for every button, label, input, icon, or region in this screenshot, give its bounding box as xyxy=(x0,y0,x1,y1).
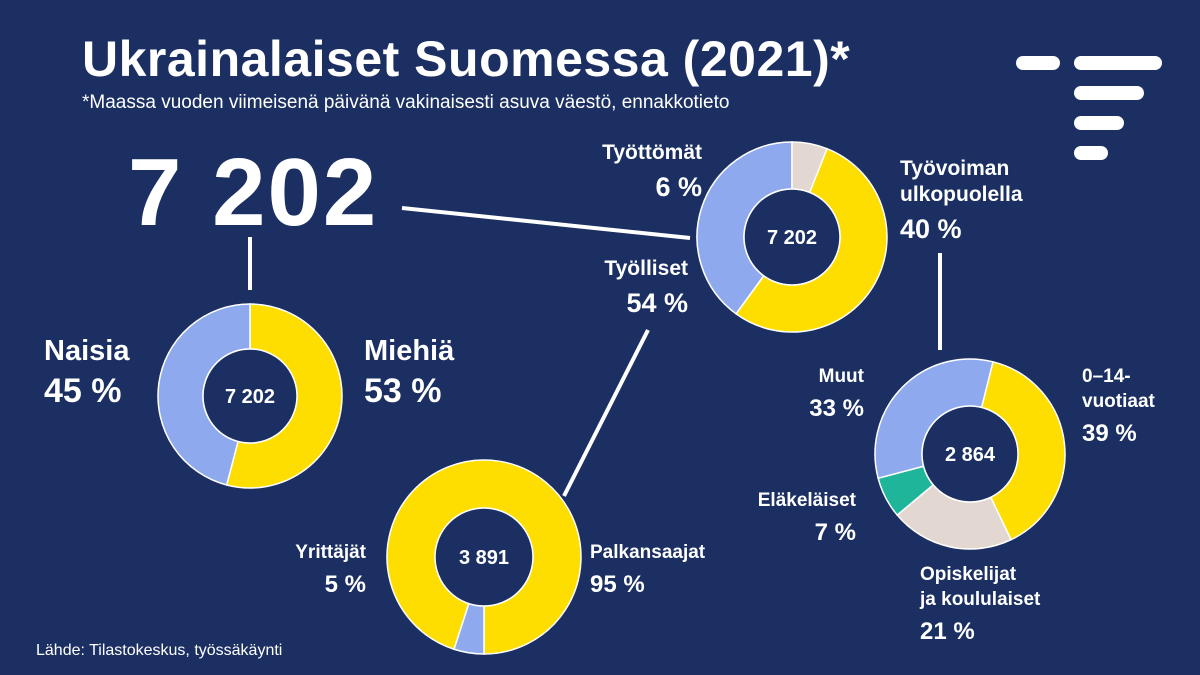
label-elakelaiset-pct: 7 % xyxy=(814,519,856,546)
label-tyovoiman-ulkopuolella-pct: 40 % xyxy=(900,214,962,244)
donut-gender: 7 202 xyxy=(157,303,343,489)
donut-employed: 3 891 xyxy=(386,459,582,655)
label-palkansaajat: Palkansaajat 95 % xyxy=(590,540,705,599)
page-title: Ukrainalaiset Suomessa (2021)* xyxy=(82,31,851,87)
label-elakelaiset: Eläkeläiset 7 % xyxy=(700,488,856,547)
label-miehia-name: Miehiä xyxy=(364,335,455,367)
label-0-14-vuotiaat-name1: 0–14- xyxy=(1082,366,1131,387)
label-tyottomat: Työttömät 6 % xyxy=(540,140,702,203)
label-tyottomat-name: Työttömät xyxy=(602,141,702,164)
label-0-14-vuotiaat: 0–14- vuotiaat 39 % xyxy=(1082,364,1155,448)
label-0-14-vuotiaat-pct: 39 % xyxy=(1082,420,1137,447)
label-palkansaajat-pct: 95 % xyxy=(590,571,645,598)
donut-hole-outside-labour-force xyxy=(921,405,1019,503)
center-label-employment: 7 202 xyxy=(767,227,817,249)
label-tyovoiman-ulkopuolella-name1: Työvoiman xyxy=(900,157,1010,180)
label-opiskelijat-name1: Opiskelijat xyxy=(920,564,1017,585)
donut-hole-gender xyxy=(202,348,298,444)
label-yrittajat-name: Yrittäjät xyxy=(295,542,366,563)
label-miehia-pct: 53 % xyxy=(364,372,442,410)
label-opiskelijat-name2: ja koululaiset xyxy=(920,589,1041,610)
donut-hole-employment xyxy=(743,188,841,286)
label-elakelaiset-name: Eläkeläiset xyxy=(757,490,856,511)
label-yrittajat-pct: 5 % xyxy=(324,571,366,598)
label-miehia: Miehiä 53 % xyxy=(364,335,454,411)
donut-charts: 7 202 7 202 3 891 2 864 xyxy=(157,141,1066,655)
label-naisia-name: Naisia xyxy=(44,335,130,367)
label-tyovoiman-ulkopuolella: Työvoiman ulkopuolella 40 % xyxy=(900,156,1023,245)
label-tyolliset-name: Työlliset xyxy=(604,257,688,280)
label-tyottomat-pct: 6 % xyxy=(655,172,702,202)
label-opiskelijat: Opiskelijat ja koululaiset 21 % xyxy=(920,562,1040,646)
center-label-employed: 3 891 xyxy=(459,547,509,569)
label-tyovoiman-ulkopuolella-name2: ulkopuolella xyxy=(900,183,1023,206)
donut-outside-labour-force: 2 864 xyxy=(874,358,1066,550)
center-label-gender: 7 202 xyxy=(225,386,275,408)
donut-employment: 7 202 xyxy=(696,141,888,333)
center-label-outside-labour-force: 2 864 xyxy=(945,444,996,466)
label-yrittajat: Yrittäjät 5 % xyxy=(256,540,366,599)
label-0-14-vuotiaat-name2: vuotiaat xyxy=(1082,391,1155,412)
label-muut: Muut 33 % xyxy=(760,364,864,423)
connector-lines xyxy=(248,206,942,497)
label-tyolliset: Työlliset 54 % xyxy=(520,256,688,319)
total-population: 7 202 xyxy=(128,139,379,246)
donut-hole-employed xyxy=(434,507,534,607)
label-naisia: Naisia 45 % xyxy=(44,335,129,411)
source-note: Lähde: Tilastokeskus, työssäkäynti xyxy=(36,642,283,659)
label-naisia-pct: 45 % xyxy=(44,372,122,410)
label-muut-pct: 33 % xyxy=(809,395,864,422)
label-tyolliset-pct: 54 % xyxy=(626,288,688,318)
label-palkansaajat-name: Palkansaajat xyxy=(590,542,706,563)
label-opiskelijat-pct: 21 % xyxy=(920,618,975,645)
page-subtitle: *Maassa vuoden viimeisenä päivänä vakina… xyxy=(82,92,730,113)
label-muut-name: Muut xyxy=(818,366,864,387)
